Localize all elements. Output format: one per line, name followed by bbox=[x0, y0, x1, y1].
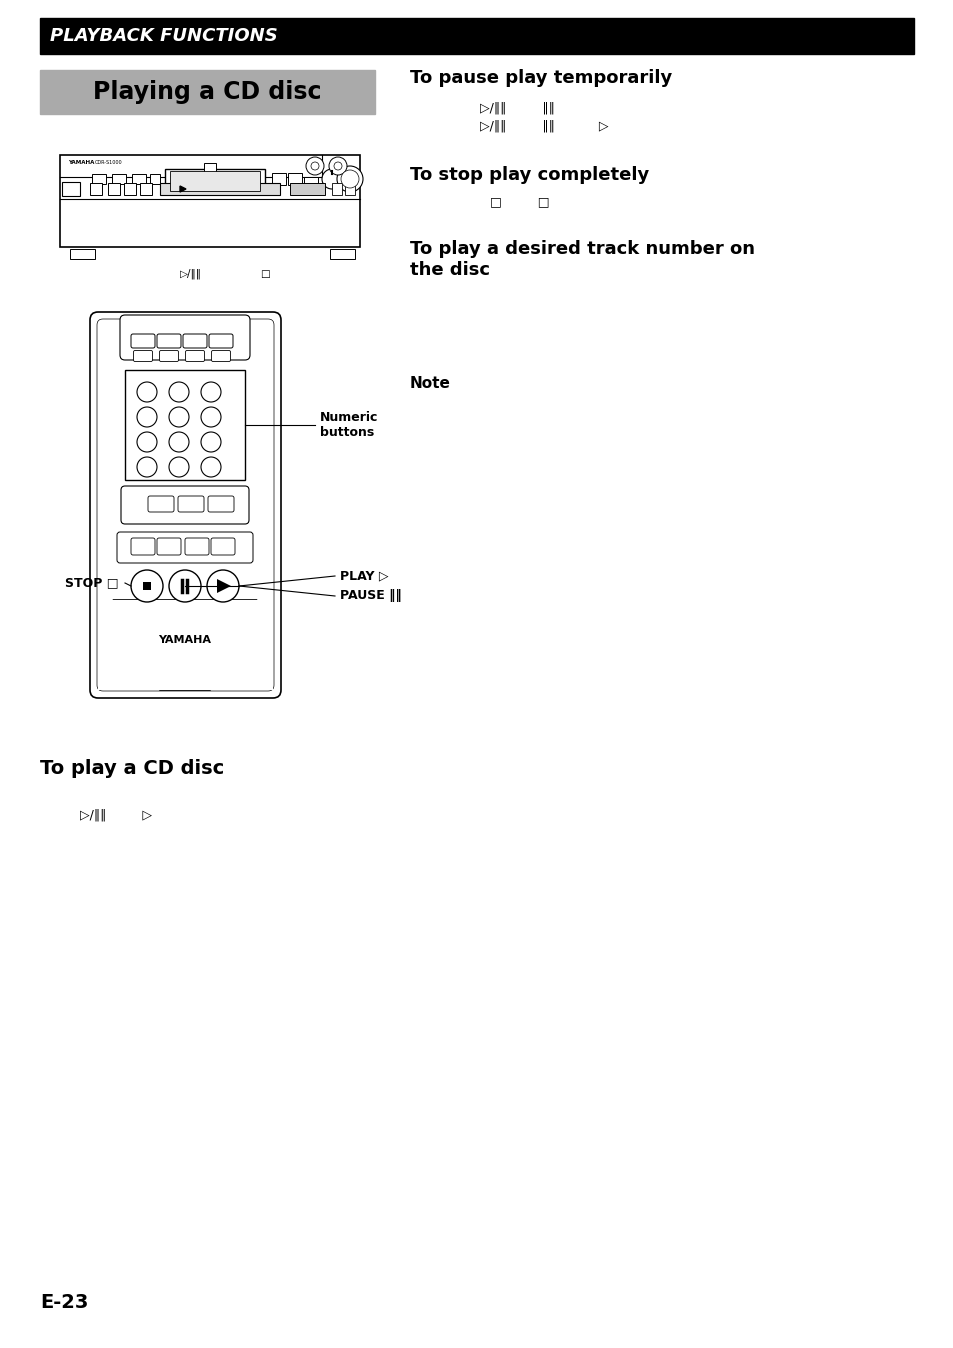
Circle shape bbox=[169, 431, 189, 452]
Circle shape bbox=[340, 170, 358, 187]
Circle shape bbox=[137, 407, 157, 427]
Bar bbox=[108, 183, 120, 195]
Bar bbox=[62, 182, 80, 195]
FancyBboxPatch shape bbox=[157, 334, 181, 348]
Bar bbox=[98, 600, 273, 690]
Text: YAMAHA: YAMAHA bbox=[68, 160, 94, 166]
Bar bbox=[150, 174, 160, 183]
Text: □: □ bbox=[260, 270, 270, 279]
Bar bbox=[143, 582, 151, 590]
Circle shape bbox=[207, 570, 239, 603]
FancyBboxPatch shape bbox=[212, 350, 231, 361]
Text: STOP □: STOP □ bbox=[65, 577, 118, 589]
FancyBboxPatch shape bbox=[157, 538, 181, 555]
FancyBboxPatch shape bbox=[211, 538, 234, 555]
Text: To play a desired track number on
the disc: To play a desired track number on the di… bbox=[410, 240, 754, 279]
Bar bbox=[165, 168, 265, 193]
Bar bbox=[124, 183, 136, 195]
Polygon shape bbox=[180, 186, 186, 191]
FancyBboxPatch shape bbox=[121, 487, 249, 524]
Circle shape bbox=[311, 162, 318, 170]
Circle shape bbox=[169, 570, 201, 603]
Circle shape bbox=[201, 431, 221, 452]
Text: YAMAHA: YAMAHA bbox=[158, 635, 212, 644]
Circle shape bbox=[201, 457, 221, 477]
Text: Numeric
buttons: Numeric buttons bbox=[319, 411, 378, 439]
Bar bbox=[288, 173, 302, 185]
Bar bbox=[40, 18, 913, 54]
Bar bbox=[40, 70, 375, 115]
FancyBboxPatch shape bbox=[209, 334, 233, 348]
Bar bbox=[304, 177, 317, 185]
Circle shape bbox=[169, 457, 189, 477]
Bar bbox=[332, 183, 341, 195]
FancyBboxPatch shape bbox=[185, 538, 209, 555]
Circle shape bbox=[131, 570, 163, 603]
Circle shape bbox=[306, 156, 324, 175]
FancyBboxPatch shape bbox=[90, 311, 281, 698]
Bar bbox=[160, 183, 280, 195]
Text: Playing a CD disc: Playing a CD disc bbox=[93, 80, 321, 104]
FancyBboxPatch shape bbox=[117, 532, 253, 563]
Text: ▷/‖‖: ▷/‖‖ bbox=[180, 268, 202, 279]
Circle shape bbox=[334, 162, 341, 170]
Bar bbox=[290, 183, 325, 195]
Text: CDR-S1000: CDR-S1000 bbox=[95, 160, 123, 166]
Polygon shape bbox=[216, 580, 231, 593]
Text: □         □: □ □ bbox=[490, 195, 549, 209]
Text: PLAYBACK FUNCTIONS: PLAYBACK FUNCTIONS bbox=[50, 27, 277, 44]
Circle shape bbox=[137, 457, 157, 477]
Bar bbox=[345, 183, 355, 195]
Text: ▷/‖‖         ‖‖: ▷/‖‖ ‖‖ bbox=[479, 101, 555, 115]
Bar bbox=[90, 183, 102, 195]
Text: To play a CD disc: To play a CD disc bbox=[40, 759, 224, 778]
Bar bbox=[70, 249, 95, 259]
Text: ▷/‖‖         ‖‖           ▷: ▷/‖‖ ‖‖ ▷ bbox=[479, 120, 608, 132]
Polygon shape bbox=[112, 600, 256, 690]
Circle shape bbox=[322, 168, 341, 189]
Circle shape bbox=[169, 381, 189, 402]
FancyBboxPatch shape bbox=[120, 315, 250, 360]
Bar bbox=[132, 174, 146, 183]
Bar bbox=[91, 174, 106, 183]
Bar bbox=[170, 171, 260, 191]
Text: E-23: E-23 bbox=[40, 1293, 89, 1312]
Text: To pause play temporarily: To pause play temporarily bbox=[410, 69, 672, 88]
Circle shape bbox=[137, 381, 157, 402]
FancyBboxPatch shape bbox=[131, 334, 154, 348]
Text: Note: Note bbox=[410, 376, 451, 391]
Circle shape bbox=[201, 381, 221, 402]
FancyBboxPatch shape bbox=[185, 350, 204, 361]
Circle shape bbox=[137, 431, 157, 452]
FancyBboxPatch shape bbox=[159, 350, 178, 361]
FancyBboxPatch shape bbox=[183, 334, 207, 348]
FancyBboxPatch shape bbox=[97, 319, 274, 692]
FancyBboxPatch shape bbox=[133, 350, 152, 361]
FancyBboxPatch shape bbox=[131, 538, 154, 555]
Bar bbox=[272, 173, 286, 185]
Circle shape bbox=[201, 407, 221, 427]
Bar bbox=[204, 163, 215, 173]
FancyBboxPatch shape bbox=[208, 496, 233, 512]
Bar bbox=[330, 249, 355, 259]
Bar bbox=[125, 369, 245, 480]
Circle shape bbox=[329, 156, 347, 175]
FancyBboxPatch shape bbox=[148, 496, 173, 512]
Circle shape bbox=[169, 407, 189, 427]
Bar bbox=[60, 155, 359, 247]
Text: To stop play completely: To stop play completely bbox=[410, 166, 649, 183]
Circle shape bbox=[336, 166, 363, 191]
Text: PAUSE ‖‖: PAUSE ‖‖ bbox=[339, 589, 401, 603]
FancyBboxPatch shape bbox=[178, 496, 204, 512]
Bar bbox=[112, 174, 126, 183]
Bar bbox=[140, 183, 152, 195]
Text: ▷/‖‖         ▷: ▷/‖‖ ▷ bbox=[80, 809, 152, 821]
Text: PLAY ▷: PLAY ▷ bbox=[339, 569, 388, 582]
